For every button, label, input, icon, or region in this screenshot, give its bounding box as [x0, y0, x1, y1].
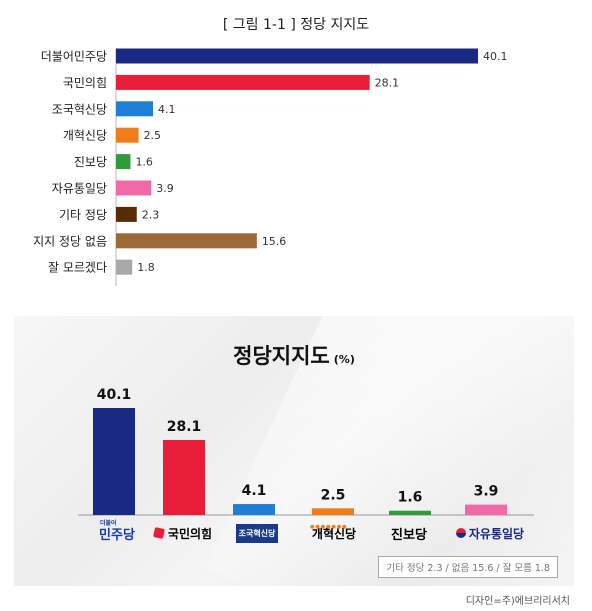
bar: [116, 101, 154, 117]
bar: [233, 504, 275, 515]
value-label: 2.5: [144, 129, 162, 142]
value-label: 1.6: [135, 156, 153, 169]
value-label: 28.1: [375, 76, 400, 89]
bar: [465, 504, 507, 515]
value-label: 2.3: [142, 208, 160, 221]
panel-title-text: 정당지지도: [233, 344, 330, 368]
value-label: 2.5: [321, 487, 346, 503]
logo-rebuilding-text: 조국혁신당: [235, 523, 279, 543]
logo-rebuilding: 조국혁신당: [232, 522, 282, 544]
value-label: 4.1: [242, 483, 267, 499]
logo-ppp: 국민의힘: [144, 522, 222, 544]
bar: [312, 508, 354, 515]
category-label: 국민의힘: [63, 76, 107, 90]
design-credit: 디자인=주)에브리리서치: [465, 596, 570, 607]
value-label: 1.6: [398, 490, 423, 506]
value-label: 3.9: [474, 484, 499, 500]
panel-title-unit: (%): [333, 353, 355, 366]
bar: [116, 180, 152, 196]
taegeuk-circle-icon: [455, 528, 466, 538]
vertical-bar-chart: 40.1 28.1 4.1 2.5 1.6 3.9: [78, 387, 534, 516]
value-label: 1.8: [137, 261, 155, 274]
logo-liberty-unification: 자유통일당: [450, 522, 530, 544]
value-label: 40.1: [97, 387, 132, 403]
logo-progressive-text: 진보당: [391, 527, 427, 543]
category-label: 진보당: [74, 155, 107, 169]
logo-minjoo-text: 민주당: [99, 527, 135, 543]
vertical-chart-panel: 정당지지도 (%) 40.1 28.1 4.1 2.5 1.6 3.9 더불어 민주당 국민…: [14, 316, 574, 586]
bar: [116, 154, 131, 170]
bar: [116, 259, 133, 275]
bar: [116, 74, 370, 90]
logo-minjoo-small: 더불어: [100, 520, 117, 527]
logo-liberty-text: 자유통일당: [468, 526, 525, 541]
logo-ppp-text: 국민의힘: [167, 526, 213, 541]
logo-minjoo: 더불어 민주당: [78, 520, 156, 544]
bar: [116, 127, 139, 143]
value-label: 15.6: [262, 235, 287, 248]
orange-dots-icon: ●●●●●●●: [310, 524, 348, 530]
bar: [116, 48, 478, 64]
category-label: 기타 정당: [59, 208, 107, 222]
bar: [116, 233, 257, 249]
bar: [389, 510, 431, 515]
footnote-box: 기타 정당 2.3 / 없음 15.6 / 잘 모름 1.8: [378, 556, 558, 578]
category-label: 자유통일당: [52, 182, 107, 196]
panel-chart-title: 정당지지도 (%): [14, 340, 574, 370]
bar: [93, 408, 135, 515]
value-label: 28.1: [167, 419, 202, 435]
category-label: 조국혁신당: [52, 102, 107, 116]
value-label: 3.9: [156, 182, 174, 195]
category-label: 잘 모르겠다: [48, 261, 107, 275]
category-label: 개혁신당: [63, 129, 107, 143]
horizontal-bar-chart: 더불어민주당 40.1 국민의힘 28.1 조국혁신당 4.1 개혁신당 2.5 진보당 1.6 자…: [33, 48, 508, 286]
figure-title: [ 그림 1-1 ] 정당 지지도: [222, 17, 370, 33]
bar: [163, 440, 205, 515]
logo-progressive: 진보당: [384, 522, 434, 544]
red-square-icon: [152, 527, 165, 539]
logo-reform-text: 개혁신당: [311, 526, 357, 541]
value-label: 40.1: [483, 50, 508, 63]
value-label: 4.1: [158, 103, 176, 116]
bar: [116, 206, 137, 222]
logo-reform: ●●●●●●● 개혁신당: [304, 522, 364, 544]
category-label: 더불어민주당: [41, 50, 107, 64]
category-label: 지지 정당 없음: [33, 234, 107, 248]
